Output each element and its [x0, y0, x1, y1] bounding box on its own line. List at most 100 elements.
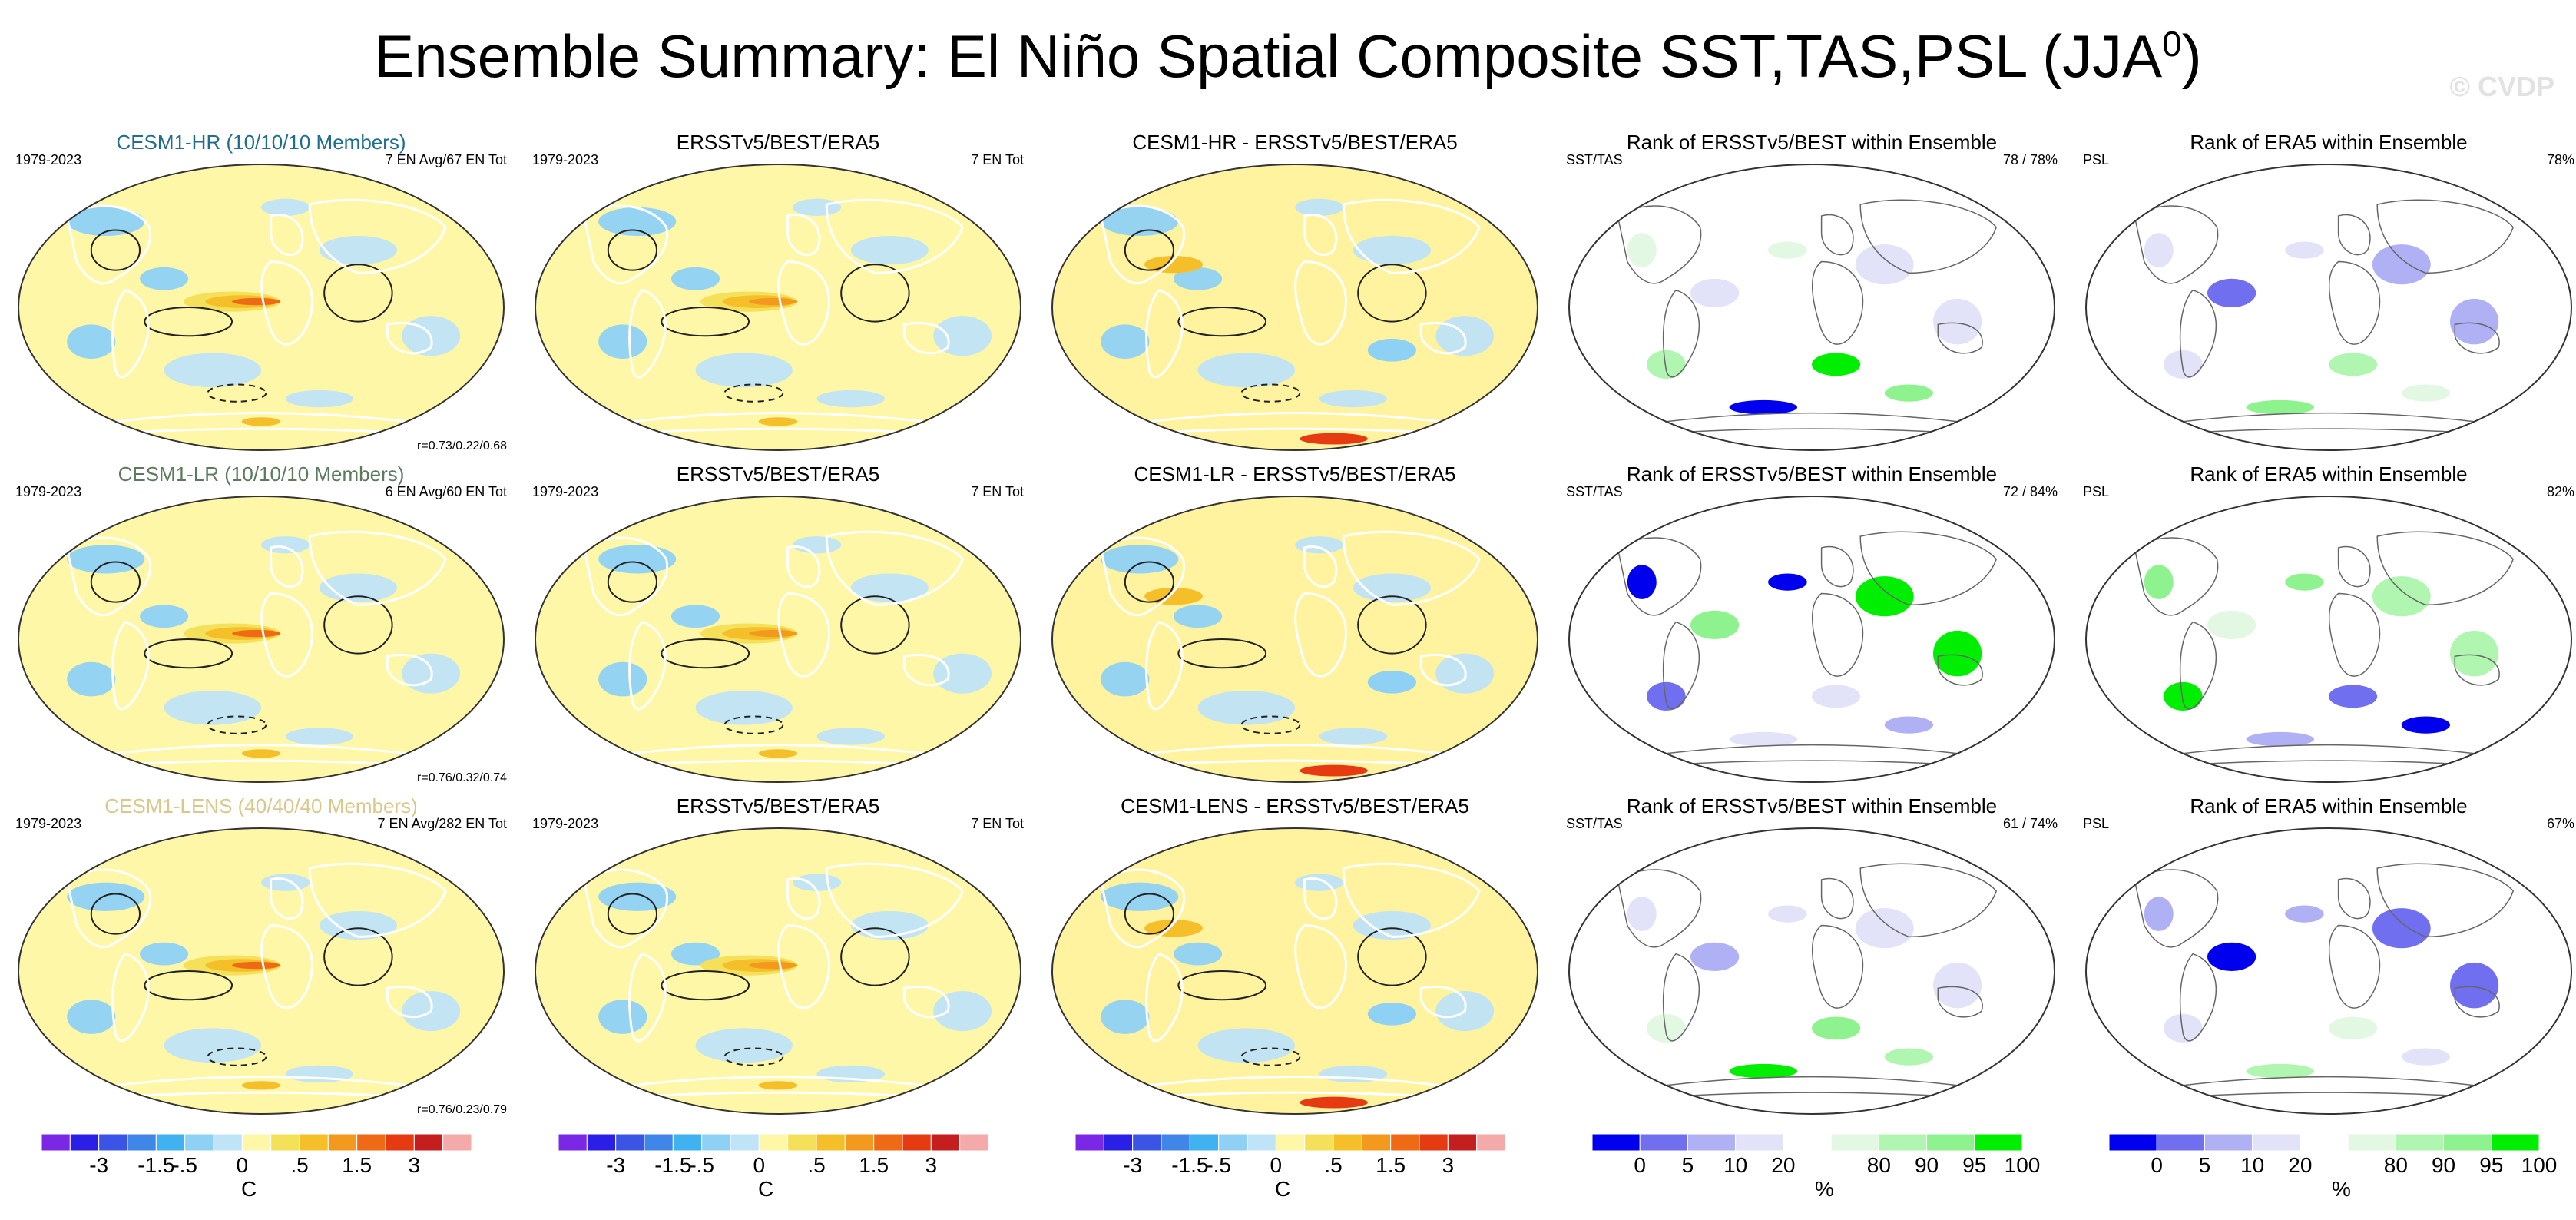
panel-right-label: 72 / 84% — [2002, 484, 2058, 499]
colorbar-swatch — [385, 1133, 415, 1152]
panel-right-label: 78% — [2546, 152, 2574, 167]
panel-left-label: PSL — [2083, 816, 2110, 831]
colorbar-swatch — [873, 1133, 903, 1152]
global-map — [1051, 827, 1538, 1115]
map-outline — [535, 496, 1021, 783]
colorbar-tick-label: -1.5 — [137, 1153, 174, 1177]
pattern-correlation: r=0.76/0.23/0.79 — [417, 1103, 507, 1116]
panel-title: CESM1-LR (10/10/10 Members) — [118, 462, 405, 486]
colorbar-swatch — [930, 1133, 961, 1152]
rank-sst-tas-panel: Rank of ERSSTv5/BEST within Ensemble SST/… — [1558, 462, 2065, 793]
colorbar: -3 -1.5 -.5 0 .5 1.5 3 C — [34, 1129, 541, 1206]
global-map — [1051, 164, 1538, 451]
colorbar-swatch — [1830, 1133, 1879, 1152]
map-field — [1569, 496, 2055, 782]
panel-left-label: 1979-2023 — [15, 816, 82, 831]
colorbar-swatch — [98, 1133, 128, 1152]
colorbar-tick-label: -3 — [606, 1153, 625, 1177]
colorbar-tick-label: .5 — [807, 1153, 825, 1177]
ensemble-mean-panel: CESM1-HR (10/10/10 Members) 1979-2023 7 EN… — [8, 131, 515, 461]
colorbar-tick-label: 95 — [2479, 1153, 2503, 1177]
difference-panel: CESM1-LR - ERSSTv5/BEST/ERA5 — [1041, 462, 1548, 793]
colorbar-swatch — [2300, 1133, 2349, 1152]
colorbar-swatch — [1189, 1133, 1220, 1152]
colorbar-tick-label: 100 — [2521, 1153, 2558, 1177]
map-field — [2086, 496, 2571, 782]
panel-title: Rank of ERA5 within Ensemble — [2190, 131, 2468, 154]
colorbar-tick-label: 1.5 — [1376, 1153, 1406, 1177]
rank-psl-panel: Rank of ERA5 within Ensemble PSL 78% — [2075, 131, 2576, 461]
colorbar-swatch — [2156, 1133, 2205, 1152]
panel-left-label: 1979-2023 — [15, 484, 82, 499]
map-field — [535, 828, 1021, 1114]
colorbar-swatch — [1926, 1133, 1975, 1152]
colorbar-swatch — [2443, 1133, 2492, 1152]
global-map — [2085, 827, 2572, 1115]
colorbar-tick-label: 0 — [753, 1153, 766, 1177]
colorbar-swatch — [615, 1133, 645, 1152]
colorbar-swatch — [1735, 1133, 1784, 1152]
colorbar-tick-label: -1.5 — [654, 1153, 691, 1177]
colorbar-swatch — [1447, 1133, 1478, 1152]
map-outline — [1051, 496, 1538, 783]
colorbar-tick-label: -.5 — [689, 1153, 714, 1177]
panel-left-label: PSL — [2083, 152, 2110, 167]
map-outline — [2085, 164, 2572, 451]
colorbar-svg: 0 5 10 20 80 90 95 100 — [2108, 1133, 2558, 1177]
panel-right-label: 7 EN Tot — [971, 484, 1024, 499]
colorbar-swatch — [41, 1133, 71, 1152]
colorbar-swatch — [184, 1133, 214, 1152]
colorbar-swatch — [270, 1133, 300, 1152]
colorbar-swatch — [816, 1133, 846, 1152]
map-field — [2086, 164, 2571, 450]
rank-psl-panel: Rank of ERA5 within Ensemble PSL 82% — [2075, 462, 2576, 793]
global-map — [18, 164, 505, 451]
colorbar-swatch — [69, 1133, 100, 1152]
global-map — [2085, 496, 2572, 783]
colorbar-svg: -3 -1.5-.5 0 .5 1.5 3 — [1074, 1133, 1506, 1177]
map-field — [1569, 828, 2055, 1114]
map-outline — [18, 496, 505, 783]
colorbar-swatch — [2108, 1133, 2157, 1152]
colorbar-units: % — [2332, 1177, 2351, 1201]
colorbar-swatch — [701, 1133, 731, 1152]
colorbar-swatch — [2491, 1133, 2540, 1152]
colorbar-tick-label: 0 — [2151, 1153, 2163, 1177]
panel-left-label: PSL — [2083, 484, 2110, 499]
map-outline — [2085, 496, 2572, 783]
colorbar-tick-label: 10 — [2240, 1153, 2264, 1177]
colorbar-tick-label: 95 — [1962, 1153, 1986, 1177]
map-outline — [18, 827, 505, 1115]
global-map — [1051, 496, 1538, 783]
colorbar-tick-label: 80 — [1867, 1153, 1891, 1177]
rank-sst-tas-panel: Rank of ERSSTv5/BEST within Ensemble SST/… — [1558, 794, 2065, 1125]
map-outline — [1051, 164, 1538, 451]
colorbar-tick-label: 80 — [2384, 1153, 2408, 1177]
colorbar-tick-label: 90 — [1915, 1153, 1939, 1177]
colorbar-tick-label: -1.5 — [1171, 1153, 1208, 1177]
colorbar-units: C — [241, 1177, 257, 1201]
colorbar: -3 -1.5 -.5 0 .5 1.5 3 C — [551, 1129, 1058, 1206]
panel-title: ERSSTv5/BEST/ERA5 — [676, 794, 880, 817]
colorbar-swatch — [1275, 1133, 1306, 1152]
colorbar-swatch — [558, 1133, 588, 1152]
panel-right-label: 78 / 78% — [2002, 152, 2058, 167]
map-field — [1052, 828, 1538, 1114]
panel-title: Rank of ERSSTv5/BEST within Ensemble — [1626, 131, 1998, 154]
colorbar-tick-label: -.5 — [172, 1153, 197, 1177]
map-outline — [1568, 164, 2055, 451]
map-outline — [2085, 827, 2572, 1115]
colorbar-tick-label: 0 — [237, 1153, 249, 1177]
panel-right-label: 82% — [2546, 484, 2574, 499]
rank-sst-tas-panel: Rank of ERSSTv5/BEST within Ensemble SST/… — [1558, 131, 2065, 461]
colorbar: 0 5 10 20 80 90 95 100% — [1584, 1129, 2091, 1206]
colorbar-swatch — [787, 1133, 817, 1152]
colorbar-swatch — [586, 1133, 617, 1152]
map-field — [1052, 164, 1538, 450]
panel-title: Rank of ERSSTv5/BEST within Ensemble — [1626, 794, 1998, 817]
panel-right-label: 6 EN Avg/60 EN Tot — [385, 484, 507, 499]
panel-title: ERSSTv5/BEST/ERA5 — [676, 462, 880, 486]
colorbar-tick-label: 90 — [2432, 1153, 2455, 1177]
cvdp-watermark: © CVDP — [2449, 71, 2554, 102]
panel-left-label: 1979-2023 — [532, 152, 599, 167]
